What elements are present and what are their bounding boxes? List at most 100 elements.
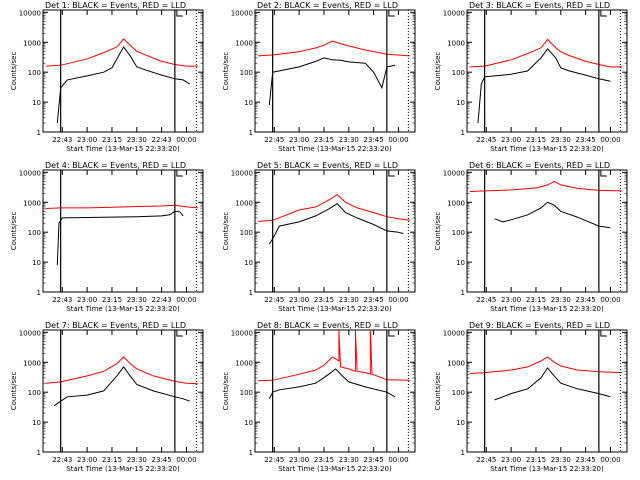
x-tick-label: 23:30 [127,136,147,144]
y-tick-label: 10 [456,99,465,107]
y-axis-label: Counts/sec [222,212,230,251]
chart-title: Det 9: BLACK = Events, RED = LLD [469,321,610,330]
detector-panel: Det 1: BLACK = Events, RED = LLD 1 10 100 10… [10,1,204,153]
x-tick-label: 22:43 [52,296,72,304]
chart-title: Det 2: BLACK = Events, RED = LLD [257,1,398,10]
plot-frame [42,169,204,293]
x-axis-label: Start Time (13-Mar-15 22:33:20) [278,145,392,153]
y-tick-label: 1 [37,449,41,457]
x-tick-label: 23:30 [339,296,359,304]
x-tick-label: 00:00 [388,136,408,144]
y-tick-label: 100 [452,229,465,237]
y-tick-label: 1000 [23,39,41,47]
y-tick-label: 1 [249,129,253,137]
y-tick-label: 10 [456,419,465,427]
x-tick-label: 00:00 [176,136,196,144]
lld-series-line [45,204,199,209]
y-tick-label: 100 [452,389,465,397]
lld-series-line [257,193,411,222]
y-axis-label: Counts/sec [10,52,18,91]
x-axis-label: Start Time (13-Mar-15 22:33:20) [490,465,604,473]
y-tick-label: 10000 [231,329,253,337]
plot-frame [42,329,204,453]
x-tick-label: 23:00 [289,296,309,304]
x-tick-label: 23:15 [102,136,122,144]
events-series-line [268,57,396,106]
events-series-line [56,210,184,266]
y-axis-label: Counts/sec [222,372,230,411]
x-tick-label: 23:30 [551,136,571,144]
detector-panel: Det 3: BLACK = Events, RED = LLD 1 10 100 10… [434,1,628,153]
y-tick-label: 1000 [235,199,253,207]
y-tick-label: 1 [461,449,465,457]
x-tick-label: 00:00 [600,296,620,304]
y-tick-label: 10 [32,419,41,427]
plot-frame [466,329,628,453]
chart-title: Det 4: BLACK = Events, RED = LLD [45,161,186,170]
y-tick-label: 1 [249,449,253,457]
x-tick-label: 00:00 [176,456,196,464]
y-tick-label: 1 [37,129,41,137]
lld-series-line [469,180,623,192]
y-tick-label: 1 [37,289,41,297]
interval-bracket [176,170,183,177]
y-tick-label: 1000 [23,199,41,207]
events-series-line [268,202,404,245]
x-tick-label: 23:15 [314,136,334,144]
y-tick-label: 10 [244,419,253,427]
x-tick-label: 23:30 [551,456,571,464]
plot-frame [466,169,628,293]
x-axis-label: Start Time (13-Mar-15 22:33:20) [66,305,180,313]
detector-panel: Det 5: BLACK = Events, RED = LLD 1 10 100 10… [222,161,416,313]
y-tick-label: 1000 [235,359,253,367]
x-tick-label: 00:00 [600,136,620,144]
y-axis-label: Counts/sec [10,212,18,251]
x-tick-label: 23:00 [501,296,521,304]
y-tick-label: 1 [461,289,465,297]
x-tick-label: 23:15 [102,296,122,304]
detector-panel: Det 8: BLACK = Events, RED = LLD 1 10 100 10… [222,321,416,473]
x-tick-label: 23:45 [576,456,596,464]
events-series-line [477,48,611,124]
x-tick-label: 23:15 [102,456,122,464]
interval-bracket [600,10,607,17]
x-tick-label: 22:45 [476,456,496,464]
x-tick-label: 22:45 [264,136,284,144]
y-tick-label: 10 [32,259,41,267]
y-tick-label: 1 [249,289,253,297]
x-tick-label: 23:45 [576,136,596,144]
x-tick-label: 23:15 [526,296,546,304]
x-tick-label: 23:00 [77,456,97,464]
interval-bracket [600,330,607,337]
plot-frame [254,329,416,453]
x-tick-label: 23:15 [526,456,546,464]
x-tick-label: 22:43 [52,456,72,464]
interval-bracket [600,170,607,177]
y-tick-label: 10 [32,99,41,107]
chart-title: Det 8: BLACK = Events, RED = LLD [257,321,398,330]
events-series-line [494,201,611,229]
y-tick-label: 10000 [443,169,465,177]
x-axis-label: Start Time (13-Mar-15 22:33:20) [66,465,180,473]
events-series-line [56,45,191,124]
chart-title: Det 7: BLACK = Events, RED = LLD [45,321,186,330]
x-tick-label: 22:43 [152,136,172,144]
interval-bracket [388,170,395,177]
x-tick-label: 23:45 [364,136,384,144]
events-series-line [494,367,611,401]
x-axis-label: Start Time (13-Mar-15 22:33:20) [278,305,392,313]
plot-frame [254,169,416,293]
x-tick-label: 22:45 [264,456,284,464]
y-tick-label: 1000 [23,359,41,367]
x-tick-label: 22:43 [52,136,72,144]
y-tick-label: 10000 [443,329,465,337]
y-tick-label: 10 [244,99,253,107]
x-axis-label: Start Time (13-Mar-15 22:33:20) [66,145,180,153]
y-tick-label: 100 [28,389,41,397]
detector-panel: Det 7: BLACK = Events, RED = LLD 1 10 100 10… [10,321,204,473]
x-tick-label: 23:00 [77,136,97,144]
chart-title: Det 1: BLACK = Events, RED = LLD [45,1,186,10]
x-axis-label: Start Time (13-Mar-15 22:33:20) [490,145,604,153]
detector-panel: Det 6: BLACK = Events, RED = LLD 1 10 100 10… [434,161,628,313]
